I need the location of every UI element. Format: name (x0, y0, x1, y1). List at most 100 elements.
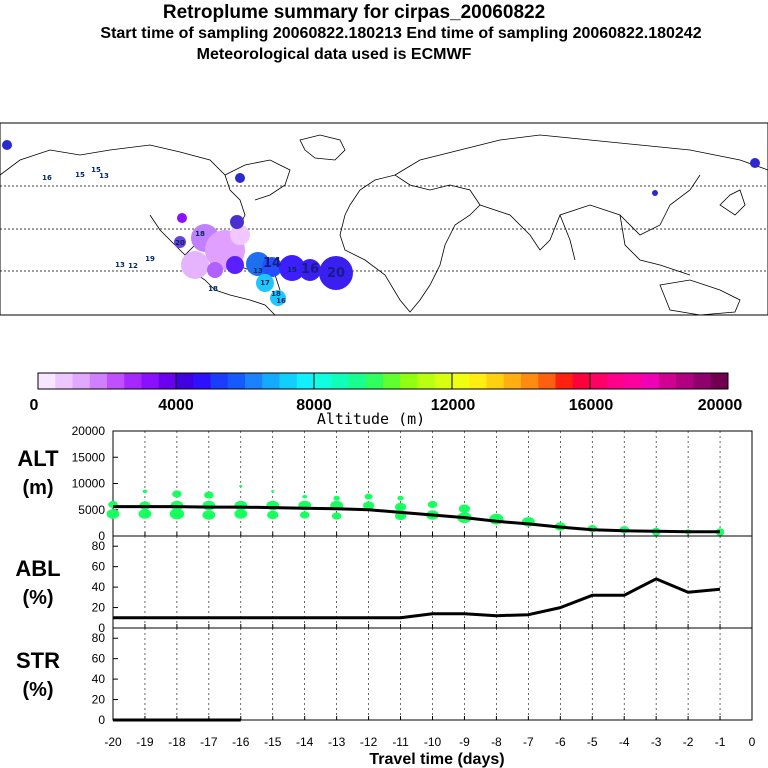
plume-label: 20 (175, 239, 185, 247)
colorbar-cell (503, 373, 522, 389)
plume-label: 16 (301, 262, 319, 277)
colorbar-tick-label: 16000 (569, 397, 614, 414)
x-tick-label: -5 (587, 735, 598, 749)
colorbar-cell (676, 373, 694, 389)
x-tick-label: -14 (296, 735, 314, 749)
colorbar-cell (555, 373, 574, 389)
plume-label: 17 (260, 279, 270, 287)
y-tick-label: 80 (92, 631, 106, 645)
colorbar-cell (210, 373, 229, 389)
plume-blob (235, 173, 245, 183)
colorbar-cell (72, 373, 91, 389)
altitude-point (204, 491, 214, 499)
altitude-point (169, 508, 185, 520)
plume-label: 14 (263, 256, 281, 271)
colorbar-cell (107, 373, 125, 389)
x-tick-label: -7 (523, 735, 534, 749)
panel-unit: (%) (22, 679, 53, 701)
retroplume-track (2, 140, 760, 306)
altitude-point (234, 500, 248, 511)
colorbar-cell (383, 373, 401, 389)
colorbar-cell (331, 373, 349, 389)
x-tick-label: -11 (392, 735, 409, 749)
y-tick-label: 40 (92, 580, 106, 594)
altitude-point (364, 493, 373, 500)
colorbar-cell (176, 373, 194, 389)
colorbar-label: Altitude (m) (317, 410, 425, 428)
x-axis: -20 -19 -18 -17 -16 -15 -14 -13 -12 -11 -10 -9 -8 -7-… (104, 735, 755, 768)
x-tick-label: -6 (555, 735, 566, 749)
series-line (113, 505, 720, 534)
panel-unit: (%) (22, 587, 53, 609)
altitude-point (142, 489, 148, 494)
series-line (113, 577, 721, 620)
plume-label: 13 (253, 267, 263, 275)
y-tick-label: 20 (92, 601, 106, 615)
altitude-point (267, 510, 279, 520)
colorbar-cell (417, 373, 436, 389)
y-tick-label: 5000 (78, 503, 105, 517)
plume-blob (279, 255, 305, 281)
colorbar-cell (262, 373, 280, 389)
panel-label: ALT (17, 446, 59, 471)
colorbar-tick-label: 12000 (431, 397, 476, 414)
colorbar-cell (55, 373, 73, 389)
y-tick-label: 80 (92, 539, 106, 553)
plume-blob (181, 251, 209, 279)
panel-label: ABL (15, 556, 60, 581)
y-tick-label: 0 (98, 621, 105, 635)
y-tick-label: 20000 (72, 424, 106, 438)
plume-label: 12 (128, 262, 138, 270)
x-tick-label: -20 (104, 735, 122, 749)
x-axis-label: Travel time (days) (369, 751, 504, 768)
x-tick-label: -9 (459, 735, 470, 749)
plume-label: 19 (145, 255, 155, 263)
altitude-point (302, 494, 308, 499)
panel-abl: 80 60 40 20 0 ABL (%) (15, 535, 753, 635)
x-tick-label: -17 (200, 735, 218, 749)
altitude-point (394, 502, 407, 512)
plume-label: 15 (287, 266, 297, 274)
plume-label: 16 (276, 297, 286, 305)
altitude-point (331, 512, 342, 520)
plume-blob (230, 215, 244, 229)
x-tick-label: -3 (651, 735, 662, 749)
y-tick-label: 10000 (72, 477, 106, 491)
altitude-point (172, 490, 182, 498)
y-tick-label: 0 (98, 713, 105, 727)
colorbar-tick-label: 4000 (158, 397, 194, 414)
colorbar-cell (227, 373, 246, 389)
x-tick-label: -12 (360, 735, 378, 749)
colorbar-cell (624, 373, 643, 389)
x-tick-label: -1 (715, 735, 726, 749)
x-tick-label: -2 (683, 735, 694, 749)
x-tick-label: -16 (232, 735, 250, 749)
colorbar-cell (141, 373, 160, 389)
altitude-point (271, 490, 275, 493)
altitude-point (299, 511, 310, 519)
colorbar-cell (693, 373, 712, 389)
panel-alt: 20000 15000 10000 5000 0 ALT (m) (17, 424, 753, 543)
colorbar-cell (193, 373, 211, 389)
altitude-point (138, 509, 152, 519)
colorbar-cell (659, 373, 677, 389)
colorbar-cell (710, 373, 729, 389)
plume-label: 16 (42, 174, 52, 182)
plume-blob (256, 274, 274, 292)
altitude-point (427, 500, 438, 509)
colorbar-cell (314, 373, 332, 389)
panel-label: STR (16, 648, 60, 673)
altitude-point (106, 509, 120, 519)
panel-unit: (m) (22, 477, 53, 499)
colorbar-tick-label: 20000 (698, 397, 743, 414)
plume-blob (230, 225, 250, 245)
colorbar-cell (279, 373, 298, 389)
plume-blob (2, 140, 12, 150)
plume-blob (207, 262, 223, 278)
x-tick-label: -8 (491, 735, 502, 749)
colorbar-cell (348, 373, 367, 389)
plume-label: 20 (327, 266, 345, 281)
